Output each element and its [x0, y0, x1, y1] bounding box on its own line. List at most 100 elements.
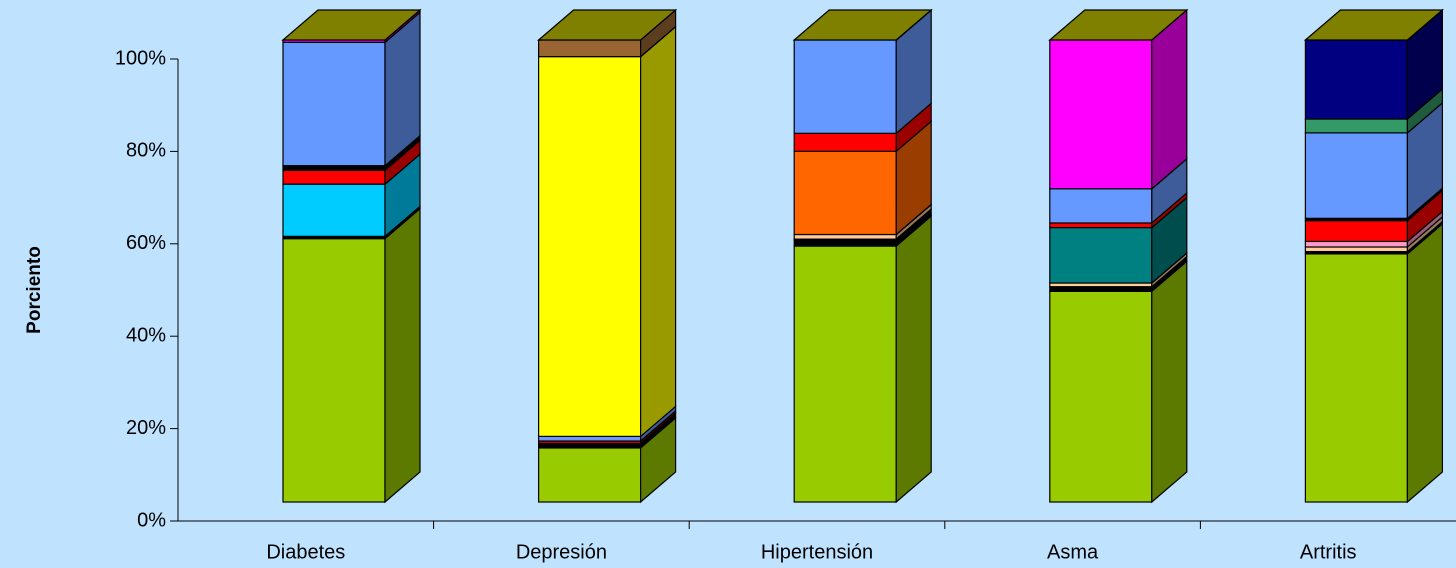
bar-face [896, 209, 932, 247]
bar-face [793, 233, 897, 240]
bar-segment [793, 203, 932, 241]
bar-segment [1049, 251, 1188, 289]
bar-face [385, 12, 420, 166]
bar-face [1049, 286, 1153, 292]
bar-face [385, 140, 420, 185]
x-tick-label: Diabetes [266, 541, 345, 563]
bar-face [1151, 10, 1187, 189]
bar-segment [1304, 87, 1444, 135]
bar-face [640, 26, 676, 437]
bar-segment [1304, 210, 1444, 249]
bar-face [896, 216, 932, 502]
bar-face [1304, 240, 1409, 248]
bar-face [1151, 261, 1187, 502]
bar-segment [793, 120, 932, 236]
bar-face [1407, 10, 1443, 120]
bar-face [1049, 290, 1153, 503]
bar-face [793, 39, 897, 134]
bar-segment [537, 405, 677, 443]
bar-face [537, 56, 642, 437]
bar-face [1151, 253, 1187, 287]
bar-face [896, 103, 932, 152]
bar-face [282, 41, 386, 167]
y-tick-label: 60% [126, 232, 166, 254]
bar-face [640, 406, 676, 442]
bar-segment [1304, 215, 1444, 253]
bar-segment [537, 25, 677, 438]
x-tick-label: Depresión [516, 541, 607, 563]
bar-top [281, 9, 422, 41]
bar-segment [1304, 222, 1444, 504]
bar-face [282, 183, 386, 237]
bar-face [1151, 192, 1187, 228]
bar-top [792, 9, 933, 41]
bar-face [1407, 89, 1443, 133]
bar-face [1304, 132, 1409, 219]
bar-segment [1049, 157, 1188, 225]
bar-face [537, 435, 642, 442]
y-tick-label: 100% [115, 47, 166, 69]
bar-face [282, 169, 386, 185]
bar-face [282, 165, 386, 171]
bar-face [896, 121, 932, 235]
y-axis-label: Porciento [24, 246, 45, 334]
bar-face [1304, 246, 1409, 253]
bar-face [1049, 39, 1153, 190]
bar-segment [282, 152, 421, 238]
bar-segment [1049, 191, 1188, 229]
bar-face [793, 150, 897, 236]
y-tick-label: 40% [126, 324, 166, 346]
bar-face [385, 135, 420, 171]
bar-top [1303, 9, 1445, 41]
bar-face [1304, 253, 1409, 503]
bar-segment [793, 102, 932, 153]
bar-face [1049, 226, 1153, 284]
x-tick-label: Artritis [1300, 541, 1357, 563]
bar-face [1151, 197, 1187, 284]
bar-top [536, 9, 678, 41]
bar-segment [537, 8, 677, 58]
y-tick-label: 20% [126, 417, 166, 439]
bar-face [896, 204, 932, 240]
x-tick-label: Asma [1047, 541, 1099, 563]
bar-face [793, 238, 897, 247]
bar-face [640, 413, 676, 448]
bar-face [640, 417, 676, 502]
bar-segment [282, 138, 421, 186]
bar-segment [1304, 189, 1444, 243]
bar-segment [282, 11, 421, 167]
bar-face [1407, 102, 1443, 219]
bar-face [640, 10, 676, 57]
bar-face [793, 245, 897, 503]
bar-top [1048, 9, 1189, 41]
bar-segment [537, 416, 677, 504]
bar-face [537, 442, 642, 449]
bar-face [282, 238, 386, 503]
bar-face [537, 39, 642, 58]
bar-face [1407, 190, 1443, 242]
bar-segment [1049, 196, 1188, 285]
bar-segment [282, 207, 421, 504]
bar-face [385, 154, 420, 237]
bar-segment [793, 214, 932, 504]
bar-face [1151, 158, 1187, 223]
bar-face [1407, 223, 1443, 502]
bar-segment [1304, 101, 1444, 220]
bar-face [1407, 216, 1443, 252]
x-tick-label: Hipertensión [761, 541, 873, 563]
bar-segment [1049, 260, 1188, 504]
bar-face [1049, 188, 1153, 224]
bar-segment [1304, 8, 1444, 121]
bar-segment [1049, 255, 1188, 293]
y-tick-label: 0% [137, 509, 166, 531]
bar-face [537, 447, 642, 503]
bar-face [1304, 118, 1409, 134]
bar-face [1304, 220, 1409, 243]
bar-face [896, 10, 932, 134]
bar-face [1151, 256, 1187, 292]
bar-face [1049, 222, 1153, 229]
bar-face [385, 208, 420, 502]
bar-face [1407, 211, 1443, 247]
bar-segment [793, 8, 932, 135]
